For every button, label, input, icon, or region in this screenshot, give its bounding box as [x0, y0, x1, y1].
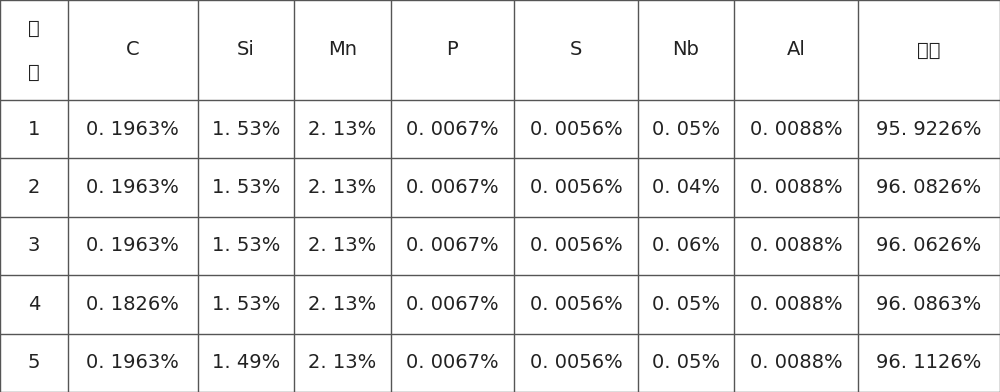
- Text: 96. 1126%: 96. 1126%: [876, 353, 982, 372]
- Text: 2. 13%: 2. 13%: [308, 295, 377, 314]
- Text: 0. 0067%: 0. 0067%: [406, 295, 499, 314]
- Text: 0. 0067%: 0. 0067%: [406, 236, 499, 256]
- Text: Nb: Nb: [673, 40, 699, 60]
- Text: 0. 0088%: 0. 0088%: [750, 236, 842, 256]
- Text: 号: 号: [28, 62, 40, 82]
- Text: 2. 13%: 2. 13%: [308, 353, 377, 372]
- Text: 0. 0067%: 0. 0067%: [406, 120, 499, 139]
- Text: 0. 0067%: 0. 0067%: [406, 353, 499, 372]
- Text: 0. 1826%: 0. 1826%: [86, 295, 179, 314]
- Text: 96. 0626%: 96. 0626%: [876, 236, 982, 256]
- Text: S: S: [570, 40, 582, 60]
- Text: 0. 0056%: 0. 0056%: [530, 236, 622, 256]
- Text: 0. 0056%: 0. 0056%: [530, 178, 622, 197]
- Text: 3: 3: [28, 236, 40, 256]
- Text: 0. 1963%: 0. 1963%: [86, 120, 179, 139]
- Text: 0. 05%: 0. 05%: [652, 295, 720, 314]
- Text: 0. 0088%: 0. 0088%: [750, 295, 842, 314]
- Text: P: P: [447, 40, 458, 60]
- Text: 0. 0088%: 0. 0088%: [750, 353, 842, 372]
- Text: 0. 0088%: 0. 0088%: [750, 178, 842, 197]
- Text: 96. 0863%: 96. 0863%: [876, 295, 982, 314]
- Text: 2. 13%: 2. 13%: [308, 120, 377, 139]
- Text: 95. 9226%: 95. 9226%: [876, 120, 982, 139]
- Text: 1. 53%: 1. 53%: [212, 178, 280, 197]
- Text: 0. 1963%: 0. 1963%: [86, 236, 179, 256]
- Text: 0. 0067%: 0. 0067%: [406, 178, 499, 197]
- Text: 1. 53%: 1. 53%: [212, 295, 280, 314]
- Text: 96. 0826%: 96. 0826%: [876, 178, 982, 197]
- Text: Si: Si: [237, 40, 255, 60]
- Text: 0. 05%: 0. 05%: [652, 353, 720, 372]
- Text: 0. 1963%: 0. 1963%: [86, 178, 179, 197]
- Text: 2: 2: [28, 178, 40, 197]
- Text: 0. 0056%: 0. 0056%: [530, 120, 622, 139]
- Text: 0. 1963%: 0. 1963%: [86, 353, 179, 372]
- Text: 4: 4: [28, 295, 40, 314]
- Text: 1. 53%: 1. 53%: [212, 120, 280, 139]
- Text: 2. 13%: 2. 13%: [308, 236, 377, 256]
- Text: 1: 1: [28, 120, 40, 139]
- Text: 5: 5: [28, 353, 40, 372]
- Text: 1. 49%: 1. 49%: [212, 353, 280, 372]
- Text: 0. 06%: 0. 06%: [652, 236, 720, 256]
- Text: 编: 编: [28, 18, 40, 38]
- Text: 0. 04%: 0. 04%: [652, 178, 720, 197]
- Text: Al: Al: [787, 40, 805, 60]
- Text: 余量: 余量: [917, 40, 941, 60]
- Text: 0. 0056%: 0. 0056%: [530, 295, 622, 314]
- Text: 0. 0088%: 0. 0088%: [750, 120, 842, 139]
- Text: C: C: [126, 40, 140, 60]
- Text: 0. 0056%: 0. 0056%: [530, 353, 622, 372]
- Text: 2. 13%: 2. 13%: [308, 178, 377, 197]
- Text: 1. 53%: 1. 53%: [212, 236, 280, 256]
- Text: Mn: Mn: [328, 40, 357, 60]
- Text: 0. 05%: 0. 05%: [652, 120, 720, 139]
